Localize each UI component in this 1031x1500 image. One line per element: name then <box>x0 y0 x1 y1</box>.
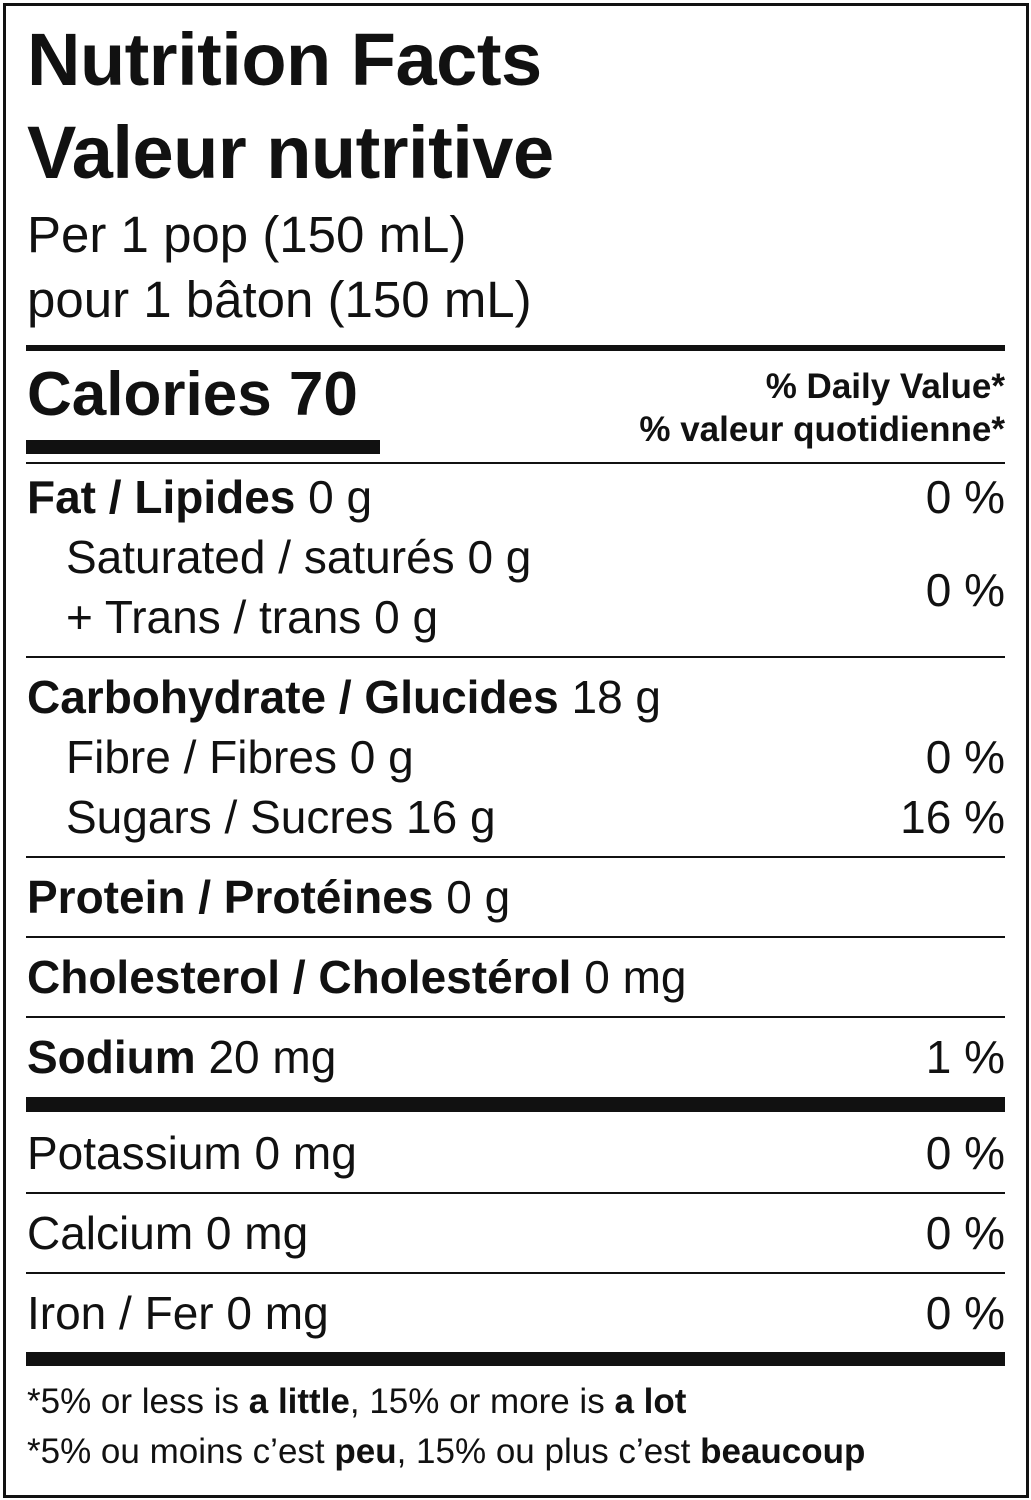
serving-en: Per 1 pop (150 mL) <box>27 206 467 263</box>
calories-bar <box>26 440 380 454</box>
calories-value: 70 <box>288 360 358 429</box>
label-border <box>3 3 1029 1498</box>
fat-row: Fat / Lipides 0 g <box>27 471 373 523</box>
title-en: Nutrition Facts <box>27 18 542 101</box>
calories: Calories 70 <box>27 360 358 430</box>
thick-rule <box>26 345 1005 351</box>
trans-row: + Trans / trans 0 g <box>66 591 439 643</box>
calories-label: Calories <box>27 360 272 429</box>
rule <box>26 1272 1005 1274</box>
saturated-row: Saturated / saturés 0 g <box>66 531 532 583</box>
rule <box>26 1016 1005 1018</box>
sodium-row: Sodium 20 mg <box>27 1031 337 1083</box>
rule <box>26 936 1005 938</box>
sugars-row: Sugars / Sucres 16 g <box>66 791 496 843</box>
footnote-en: *5% or less is a little, 15% or more is … <box>27 1382 687 1421</box>
fibre-row: Fibre / Fibres 0 g <box>66 731 414 783</box>
footnote-fr: *5% ou moins c’est peu, 15% ou plus c’es… <box>27 1432 866 1471</box>
carbohydrate-row: Carbohydrate / Glucides 18 g <box>27 671 662 723</box>
potassium-dv: 0 % <box>925 1127 1005 1179</box>
iron-row: Iron / Fer 0 mg <box>27 1287 329 1339</box>
title-fr: Valeur nutritive <box>27 111 554 194</box>
fibre-dv: 0 % <box>925 731 1005 783</box>
calcium-row: Calcium 0 mg <box>27 1207 309 1259</box>
rule <box>26 856 1005 858</box>
serving-fr: pour 1 bâton (150 mL) <box>27 271 532 328</box>
calcium-dv: 0 % <box>925 1207 1005 1259</box>
daily-value-fr: % valeur quotidienne* <box>639 410 1005 449</box>
sodium-dv: 1 % <box>925 1031 1005 1083</box>
fat-dv: 0 % <box>925 471 1005 523</box>
potassium-row: Potassium 0 mg <box>27 1127 357 1179</box>
daily-value-en: % Daily Value* <box>765 367 1005 406</box>
rule <box>26 462 1005 464</box>
sat-trans-dv: 0 % <box>925 564 1005 616</box>
sugars-dv: 16 % <box>900 791 1005 843</box>
thick-rule <box>26 1352 1005 1366</box>
thick-rule <box>26 1097 1005 1112</box>
iron-dv: 0 % <box>925 1287 1005 1339</box>
cholesterol-row: Cholesterol / Cholestérol 0 mg <box>27 951 687 1003</box>
rule <box>26 656 1005 658</box>
protein-row: Protein / Protéines 0 g <box>27 871 511 923</box>
rule <box>26 1192 1005 1194</box>
